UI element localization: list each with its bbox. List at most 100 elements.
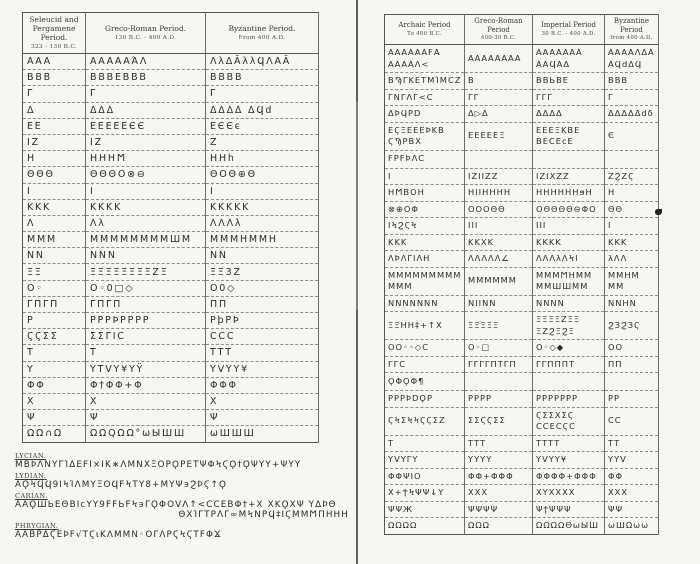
letterforms-cell: ΑΑΑ: [22, 53, 86, 71]
letterforms-cell: ΜΜΗΜ ΜΜ: [604, 267, 659, 296]
letterforms-cell: ΜΜΜΗΜΜΗ: [205, 231, 319, 249]
letterforms-cell: Ι: [205, 183, 319, 200]
letter-row: ΘΘΘ ΘΘΘΟ⊗⊖ ΘΟΘ⊕Θ: [22, 166, 319, 184]
letterforms-cell: ΦΦΦ: [205, 377, 319, 394]
letterforms-cell: ΙΖΙΧΖΖ: [532, 168, 605, 185]
letterforms-cell: ΖϨΖϚ: [604, 168, 659, 185]
letterforms-cell: ΒϠΓΚΕΤΜΊΜϹΖ: [384, 72, 465, 90]
letterforms-cell: Ψ: [22, 409, 86, 427]
letterforms-cell: ΡΡΡϷDϘΡ: [384, 390, 465, 408]
period-title: Archaic Period: [398, 21, 451, 30]
letter-row: Λ Λλ ΛΛΛλ: [22, 215, 319, 233]
letter-row: ΗϺΒΟΗ ΗΙΙΗΗΗΗ ΗΗΗΗΗΗϧΗ Η: [384, 184, 659, 202]
letterforms-cell: ΕϚΞΕΕΕϷΚΒ ϚϠΡΒΧ: [384, 122, 465, 151]
letterforms-cell: ϚϞΣϞϞϚϚΣΖ: [384, 407, 465, 436]
letterforms-cell: Τ: [22, 344, 86, 362]
letterforms-cell: ΒΒΒΒ: [205, 69, 319, 87]
period-title: Greco-Roman Period: [474, 17, 523, 34]
letterforms-cell: Ι: [384, 168, 465, 185]
letterforms-cell: ΔΔΔΔ: [532, 105, 605, 123]
letterforms-cell: ΘΘ: [604, 201, 659, 218]
letterforms-cell: Ρ: [22, 312, 86, 330]
period-dates: To 400 B.C.: [407, 30, 442, 37]
letterforms-cell: ΜΜΜ: [22, 231, 86, 249]
letter-row: Ο◦ Ο◦0□◇ Ο0◇: [22, 280, 319, 297]
letterforms-cell: ΦΦ: [22, 377, 86, 394]
letter-row: ΒϠΓΚΕΤΜΊΜϹΖ Β ΒΒЬΒΕ ΒΒΒ: [384, 72, 659, 90]
letterforms-cell: ΕΕΕΞΚΒΕ ΒΕϹΕϲΕ: [532, 122, 605, 151]
letter-row: ΝΝ ΝΝΝ ΝΝ: [22, 247, 319, 265]
letterforms-cell: ΤΤΤ: [205, 344, 319, 362]
page-gutter-line: [356, 0, 358, 564]
letterforms-cell: ΞΞΗΗ‡+↑Χ: [384, 311, 465, 340]
letterforms-cell: Χ: [85, 393, 206, 411]
letter-row: ϘΦϘΦ¶: [384, 372, 659, 391]
letterforms-cell: ΩΩΩΩ: [384, 517, 465, 535]
letterforms-cell: ΙΖ: [22, 134, 86, 152]
letterforms-cell: ΩΩ∩Ω: [22, 425, 86, 443]
letter-row: ΕΕ ΕΕΕΕΕЄЄ ΕЄЄϵ: [22, 118, 319, 135]
letterforms-cell: ΩΩΩ: [464, 517, 533, 535]
letter-row: Τ ΤΤΤ ΤΤΤΤ ΤΤ: [384, 435, 659, 452]
letterforms-cell: Γ: [22, 85, 86, 103]
letterforms-cell: ΜΜΜΜΜΜΜΜΜ ΜΜΜ: [384, 267, 465, 296]
letterforms-cell: ΛϷΛΓΙΛΗ: [384, 250, 465, 268]
letterforms-cell: ΜΜΜϺΗΜΜ ΜΜШШΜΜ: [532, 267, 605, 296]
period-title: Byzantine Period.: [228, 24, 296, 33]
letterforms-cell: ΚΚΚΚ: [532, 234, 605, 251]
letterforms-cell: ϚϚΣΣ: [22, 328, 86, 346]
letterforms-cell: ΡΡΡΡΡΡΡ: [532, 390, 605, 408]
letterforms-cell: Є: [604, 122, 659, 151]
letterforms-cell: Ψ: [85, 409, 206, 427]
letterforms-cell: ΗΙΙΗΗΗΗ: [464, 184, 533, 202]
header-byzantine-period: Byzantine Period. From 400 A.D.: [205, 12, 319, 54]
letter-row: ΨΨЖ ΨΨΨΨ ΨϯΨΨΨ ΨΨ: [384, 501, 659, 518]
letterforms-cell: ΝΝΗΝ: [604, 295, 659, 312]
letterforms-cell: ΜΜΜΜΜΜ: [464, 267, 533, 296]
letterforms-cell: ΛΛΛλΛϞΙ: [532, 250, 605, 268]
header-greco-roman-period: Greco-Roman Period 400-30 B.C.: [464, 14, 533, 45]
letterforms-cell: ΝΝΝ: [85, 247, 206, 265]
letterforms-cell: ΓΓΓ: [532, 89, 605, 106]
letterforms-cell: ΟΟΟΘΘ: [464, 201, 533, 218]
letterforms-cell: ϜΡϜϷΛϹ: [384, 150, 465, 169]
letter-row: ΓΠΓΠ ΓΠΓΠ ΠΠ: [22, 296, 319, 314]
letter-row: ΩΩ∩Ω ΩΩQΩΩ°ωЫШШ ωШШШ: [22, 425, 319, 443]
letterforms-cell: ΚΚΧΚ: [464, 234, 533, 251]
letterforms-cell: ΥΥΥΥ: [464, 451, 533, 469]
letterforms-cell: ΛλΔĀλλϤΛΑĀ: [205, 53, 319, 71]
letterforms-cell: [464, 150, 533, 169]
letterforms-cell: ΕΕΕΕΕΞ: [464, 122, 533, 151]
letterforms-cell: ΥΤVΥ¥ΥΫ: [85, 361, 206, 378]
letter-row: ΑΑΑ ΑΑΑΑΑΆΛ ΛλΔĀλλϤΛΑĀ: [22, 53, 319, 71]
letterforms-cell: Γ: [85, 85, 206, 103]
letterforms-cell: ΑΑΑΑΑΑΑ ΑΑϤΑΔ: [532, 44, 605, 73]
letterforms-cell: ΑΑΑΑΑΆΛ: [85, 53, 206, 71]
letterforms-cell: ΞΞ3Ζ: [205, 263, 319, 281]
letterforms-cell: ΚΚΚ: [384, 234, 465, 251]
letterforms-cell: ΥΥV: [604, 451, 659, 469]
lycian-label: LYCIAN.: [15, 452, 47, 460]
letterforms-cell: ΓΠΓΠ: [85, 296, 206, 314]
letterforms-cell: ΓΓ: [464, 89, 533, 106]
right-table-header-row: Archaic Period To 400 B.C. Greco-Roman P…: [384, 14, 659, 45]
minor-alphabets-footnotes: LYCIAN. ΜΒϷΛΝΥΓΊΔΕϜΙ×ΙΚ∗ΛΜΝΧΞΟΡϘΡΕΤΨΦϞϚϘ…: [15, 450, 349, 540]
letter-row: ΓΓϹ ΓΓΓΓΠΤΓΠ ΓΓΠΠΠΤ ΠΠ: [384, 356, 659, 373]
letterforms-cell: Η: [22, 150, 86, 168]
letterforms-cell: ΡΡΡϷΡΡΡΡ: [85, 312, 206, 330]
right-page: Archaic Period To 400 B.C. Greco-Roman P…: [358, 0, 700, 564]
letterforms-cell: ΘΘΘΟ⊗⊖: [85, 166, 206, 184]
letterforms-cell: ΚΚΚΚΚ: [205, 199, 319, 216]
letter-row: ΥVΥΓΥ ΥΥΥΥ ΥVΥΥ¥ ΥΥV: [384, 451, 659, 469]
letterforms-cell: λΛΛ: [604, 250, 659, 268]
letterforms-cell: ϨЗϨЗϚ: [604, 311, 659, 340]
letter-row: Υ ΥΤVΥ¥ΥΫ ΥVΥΥ¥: [22, 361, 319, 378]
letterforms-cell: ΡΡ: [604, 390, 659, 408]
letterforms-cell: Ο◦: [22, 280, 86, 297]
header-seleucid-period: Seleucid and Pergamene Period. 323 - 130…: [22, 12, 86, 54]
letter-row: ΦΦΨΙΟ ΦΦ+ΦΦΦ ΦΦΦΦ+ΦΦΦ ΦΦ: [384, 468, 659, 485]
phrygian-label: PHRYGIAN.: [15, 522, 59, 530]
letter-row: ΚΚΚ ΚΚΚΚ ΚΚΚΚΚ: [22, 199, 319, 216]
